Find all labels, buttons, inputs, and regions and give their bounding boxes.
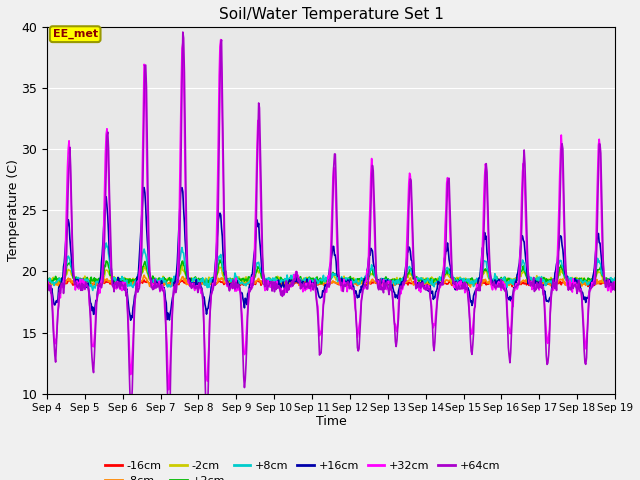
+32cm: [43, 281, 51, 287]
+32cm: [164, 387, 172, 393]
+8cm: [402, 269, 410, 275]
+32cm: [170, 284, 178, 289]
+32cm: [112, 281, 120, 287]
+16cm: [127, 317, 134, 323]
+16cm: [402, 264, 410, 270]
-2cm: [112, 275, 120, 281]
+8cm: [171, 276, 179, 282]
+32cm: [402, 272, 410, 277]
Title: Soil/Water Temperature Set 1: Soil/Water Temperature Set 1: [218, 7, 444, 22]
+2cm: [112, 276, 120, 282]
-2cm: [43, 277, 51, 283]
+64cm: [611, 287, 619, 293]
+2cm: [200, 276, 207, 282]
+2cm: [402, 273, 410, 278]
+16cm: [171, 281, 179, 287]
-8cm: [43, 281, 51, 287]
+64cm: [112, 281, 120, 287]
+16cm: [201, 301, 209, 307]
Line: +64cm: +64cm: [47, 32, 615, 424]
Text: EE_met: EE_met: [52, 29, 98, 39]
-16cm: [112, 281, 120, 287]
-2cm: [500, 282, 508, 288]
-16cm: [170, 281, 177, 287]
-16cm: [417, 279, 425, 285]
-8cm: [170, 282, 178, 288]
+8cm: [113, 277, 121, 283]
-8cm: [467, 284, 474, 290]
+64cm: [402, 278, 410, 284]
-16cm: [401, 280, 409, 286]
+64cm: [170, 288, 178, 293]
+2cm: [170, 277, 177, 283]
-16cm: [200, 279, 207, 285]
+16cm: [419, 278, 426, 284]
-2cm: [611, 279, 619, 285]
+8cm: [419, 276, 426, 282]
-2cm: [178, 262, 186, 268]
+32cm: [53, 322, 61, 327]
-8cm: [417, 279, 425, 285]
-2cm: [53, 276, 61, 282]
Y-axis label: Temperature (C): Temperature (C): [7, 159, 20, 262]
-16cm: [53, 281, 61, 287]
+32cm: [419, 283, 426, 288]
X-axis label: Time: Time: [316, 415, 346, 428]
-16cm: [508, 284, 516, 289]
-2cm: [170, 276, 177, 282]
+16cm: [112, 282, 120, 288]
+16cm: [611, 281, 619, 287]
+64cm: [201, 370, 209, 376]
Line: +8cm: +8cm: [47, 243, 615, 290]
+64cm: [164, 421, 172, 427]
Line: -16cm: -16cm: [47, 279, 615, 287]
-2cm: [417, 275, 425, 281]
+2cm: [201, 281, 209, 287]
+64cm: [419, 283, 426, 289]
-16cm: [215, 276, 223, 282]
-16cm: [43, 279, 51, 285]
+2cm: [216, 257, 224, 263]
+64cm: [179, 29, 187, 35]
+16cm: [140, 185, 148, 191]
-8cm: [53, 282, 61, 288]
+32cm: [611, 285, 619, 291]
+16cm: [43, 280, 51, 286]
+64cm: [43, 286, 51, 292]
-8cm: [200, 281, 208, 287]
-8cm: [611, 279, 619, 285]
+2cm: [611, 277, 619, 283]
Line: -8cm: -8cm: [47, 275, 615, 287]
+8cm: [611, 275, 619, 281]
+8cm: [89, 288, 97, 293]
+32cm: [217, 36, 225, 42]
Line: +16cm: +16cm: [47, 188, 615, 320]
Legend: -16cm, -8cm, -2cm, +2cm, +8cm, +16cm, +32cm, +64cm: -16cm, -8cm, -2cm, +2cm, +8cm, +16cm, +3…: [101, 456, 504, 480]
+2cm: [43, 278, 51, 284]
Line: +32cm: +32cm: [47, 39, 615, 390]
Line: -2cm: -2cm: [47, 265, 615, 285]
-8cm: [140, 272, 148, 278]
Line: +2cm: +2cm: [47, 260, 615, 284]
-16cm: [611, 281, 619, 287]
+2cm: [53, 278, 61, 284]
-2cm: [401, 276, 409, 281]
+8cm: [102, 240, 110, 246]
-8cm: [401, 281, 409, 287]
+32cm: [200, 328, 208, 334]
-2cm: [200, 278, 208, 284]
+8cm: [43, 278, 51, 284]
+16cm: [53, 300, 61, 305]
+8cm: [201, 282, 209, 288]
+64cm: [53, 323, 61, 329]
-8cm: [112, 281, 120, 287]
+8cm: [53, 278, 61, 284]
+2cm: [419, 278, 426, 284]
